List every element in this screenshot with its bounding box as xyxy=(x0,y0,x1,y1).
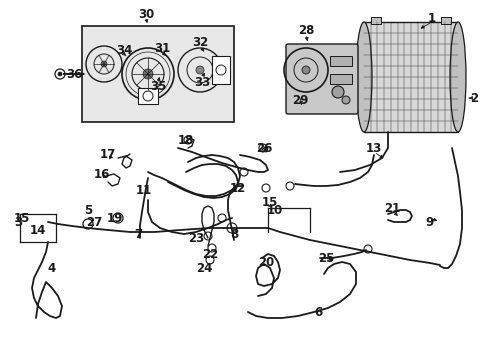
Text: 5: 5 xyxy=(84,203,92,216)
Circle shape xyxy=(331,86,343,98)
Text: 31: 31 xyxy=(154,41,170,54)
Circle shape xyxy=(218,214,225,222)
Text: 10: 10 xyxy=(266,203,283,216)
Text: 34: 34 xyxy=(116,44,132,57)
Text: 36: 36 xyxy=(66,68,82,81)
Text: 7: 7 xyxy=(134,228,142,240)
Ellipse shape xyxy=(355,22,371,132)
Text: 2: 2 xyxy=(469,91,477,104)
Text: 29: 29 xyxy=(291,94,307,107)
Text: 3: 3 xyxy=(14,216,22,229)
Text: 16: 16 xyxy=(94,167,110,180)
Text: 15: 15 xyxy=(14,211,30,225)
Circle shape xyxy=(101,61,107,67)
Circle shape xyxy=(207,244,216,252)
Circle shape xyxy=(205,256,214,264)
Text: 24: 24 xyxy=(195,261,212,274)
Text: 26: 26 xyxy=(255,141,272,154)
Circle shape xyxy=(196,66,203,74)
Text: 4: 4 xyxy=(48,261,56,274)
Bar xyxy=(82,26,234,122)
Text: 22: 22 xyxy=(202,248,218,261)
Text: 30: 30 xyxy=(138,8,154,21)
Ellipse shape xyxy=(449,22,465,132)
Text: 35: 35 xyxy=(149,80,166,93)
Bar xyxy=(440,17,450,24)
Bar xyxy=(329,56,351,66)
Circle shape xyxy=(113,213,123,223)
Circle shape xyxy=(285,182,293,190)
Text: 14: 14 xyxy=(30,224,46,237)
Text: 28: 28 xyxy=(297,23,314,36)
Text: 27: 27 xyxy=(86,216,102,229)
Text: 25: 25 xyxy=(317,252,333,265)
Text: 23: 23 xyxy=(187,231,203,244)
Bar xyxy=(212,56,229,84)
Circle shape xyxy=(58,72,62,76)
Text: 11: 11 xyxy=(136,184,152,197)
Text: 12: 12 xyxy=(229,181,245,194)
Circle shape xyxy=(203,232,212,240)
Text: 6: 6 xyxy=(313,306,322,319)
Bar xyxy=(329,74,351,84)
Text: 17: 17 xyxy=(100,148,116,162)
Text: 19: 19 xyxy=(106,211,123,225)
Text: 32: 32 xyxy=(191,36,208,49)
Text: 20: 20 xyxy=(257,256,274,269)
Circle shape xyxy=(341,96,349,104)
Text: 33: 33 xyxy=(193,76,210,89)
Bar xyxy=(363,22,457,132)
Circle shape xyxy=(226,223,237,233)
Bar xyxy=(370,17,380,24)
Text: 21: 21 xyxy=(383,202,399,215)
Text: 8: 8 xyxy=(229,228,238,240)
Bar xyxy=(138,88,158,104)
Circle shape xyxy=(83,219,93,229)
Text: 9: 9 xyxy=(425,216,433,229)
Text: 13: 13 xyxy=(365,141,381,154)
Text: 1: 1 xyxy=(427,12,435,24)
Circle shape xyxy=(302,66,309,74)
Text: 15: 15 xyxy=(261,195,278,208)
Circle shape xyxy=(262,184,269,192)
FancyBboxPatch shape xyxy=(285,44,357,114)
Text: 18: 18 xyxy=(178,134,194,147)
Circle shape xyxy=(240,168,247,176)
Circle shape xyxy=(142,69,153,79)
